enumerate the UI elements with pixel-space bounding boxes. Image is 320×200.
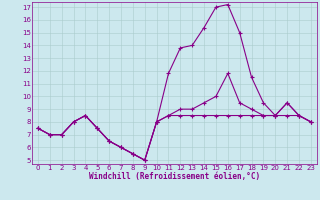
X-axis label: Windchill (Refroidissement éolien,°C): Windchill (Refroidissement éolien,°C) (89, 172, 260, 181)
